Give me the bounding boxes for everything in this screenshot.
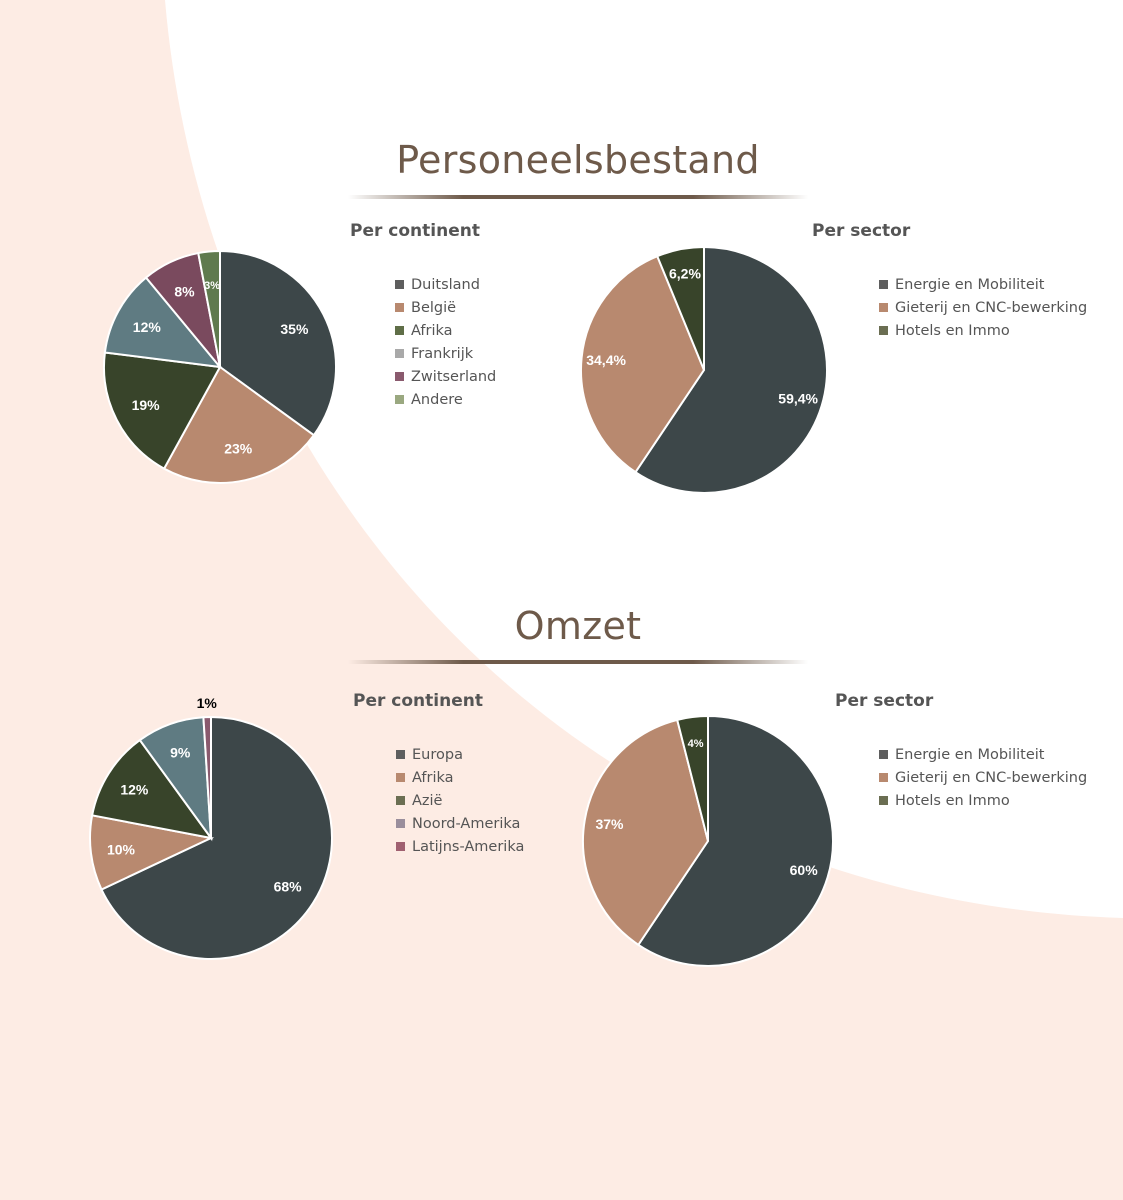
legend-label: Hotels en Immo <box>895 322 1010 339</box>
legend-label: Frankrijk <box>411 345 474 362</box>
pie-slice-frankrijk <box>103 276 223 369</box>
pie-data-label: 3% <box>204 280 220 292</box>
legend-item-europa: Europa <box>396 743 524 766</box>
legend-label: Gieterij en CNC-bewerking <box>895 769 1088 786</box>
legend-omzet-continent: Europa Afrika Azië Noord-Amerika Latijns-Ame… <box>396 743 524 858</box>
legend-label: Afrika <box>411 322 453 339</box>
chart-subtitle-personeel-continent: Per continent <box>350 221 480 241</box>
legend-swatch <box>879 750 888 759</box>
legend-swatch <box>879 796 888 805</box>
pie-data-label: 35% <box>280 321 309 337</box>
legend-item-belgie: België <box>395 296 496 319</box>
pie-slice-belgie <box>162 365 316 484</box>
pie-slice-hotels-en-immo <box>655 245 705 371</box>
legend-label: Azië <box>412 792 443 809</box>
legend-swatch <box>879 326 888 335</box>
chart-subtitle-omzet-sector: Per sector <box>835 691 934 711</box>
legend-item-frankrijk: Frankrijk <box>395 342 496 365</box>
pie-slice-gieterij-en-cnc-bewerking <box>580 254 706 474</box>
pie-data-label: 19% <box>132 397 161 413</box>
legend-label: Afrika <box>412 769 454 786</box>
pie-data-label: 10% <box>107 841 136 857</box>
pie-data-label: 59,4% <box>778 391 818 407</box>
legend-swatch <box>395 326 404 335</box>
pie-slice-energie-en-mobiliteit <box>634 245 828 494</box>
legend-label: Latijns-Amerika <box>412 838 525 855</box>
pie-data-label: 60% <box>790 862 819 878</box>
legend-label: Zwitserland <box>411 368 497 385</box>
legend-swatch <box>395 303 404 312</box>
legend-label: Noord-Amerika <box>412 815 521 832</box>
legend-swatch <box>395 395 404 404</box>
legend-item-hotels-en-immo: Hotels en Immo <box>879 789 1087 812</box>
pie-data-label: 6,2% <box>669 265 701 281</box>
chart-subtitle-personeel-sector: Per sector <box>812 221 911 241</box>
pie-data-label: 8% <box>174 283 195 299</box>
legend-omzet-sector: Energie en Mobiliteit Gieterij en CNC-bew… <box>879 743 1087 812</box>
legend-item-noord-amerika: Noord-Amerika <box>396 812 524 835</box>
legend-label: Hotels en Immo <box>895 792 1010 809</box>
section-title-personeelsbestand: Personeelsbestand <box>396 138 760 182</box>
pie-slice-afrika <box>103 351 222 471</box>
pie-slice-azie <box>90 738 214 840</box>
pie-slice-andere <box>197 249 221 368</box>
section-divider <box>348 660 808 664</box>
pie-data-label: 1% <box>197 695 218 711</box>
legend-swatch <box>395 349 404 358</box>
pie-slice-latijns-amerika <box>202 715 212 839</box>
pie-data-label: 34,4% <box>586 352 626 368</box>
legend-item-gieterij-en-cnc-bewerking: Gieterij en CNC-bewerking <box>879 766 1087 789</box>
pie-data-label: 68% <box>274 879 303 895</box>
legend-item-zwitserland: Zwitserland <box>395 365 496 388</box>
pie-data-label: 9% <box>170 745 191 761</box>
legend-item-energie-en-mobiliteit: Energie en Mobiliteit <box>879 273 1087 296</box>
legend-swatch <box>395 372 404 381</box>
pie-slice-duitsland <box>219 249 337 437</box>
legend-item-azie: Azië <box>396 789 524 812</box>
pie-data-label: 12% <box>133 319 162 335</box>
section-divider <box>348 195 808 199</box>
legend-swatch <box>396 773 405 782</box>
section-title-omzet: Omzet <box>514 604 642 648</box>
legend-label: Europa <box>412 746 463 763</box>
legend-item-energie-en-mobiliteit: Energie en Mobiliteit <box>879 743 1087 766</box>
pie-data-label: 12% <box>120 781 149 797</box>
legend-label: Energie en Mobiliteit <box>895 746 1045 763</box>
pie-slice-afrika <box>89 814 215 891</box>
legend-label: Duitsland <box>411 276 480 293</box>
legend-swatch <box>879 303 888 312</box>
legend-swatch <box>396 750 405 759</box>
legend-swatch <box>396 842 405 851</box>
legend-swatch <box>395 280 404 289</box>
legend-item-hotels-en-immo: Hotels en Immo <box>879 319 1087 342</box>
legend-swatch <box>879 773 888 782</box>
legend-item-duitsland: Duitsland <box>395 273 496 296</box>
legend-personeel-continent: Duitsland België Afrika Frankrijk Zwitserlan… <box>395 273 496 411</box>
pie-data-label: 4% <box>688 738 704 750</box>
pie-data-label: 23% <box>224 441 253 457</box>
pie-slice-energie-en-mobiliteit <box>636 714 834 967</box>
legend-label: Energie en Mobiliteit <box>895 276 1045 293</box>
legend-label: Andere <box>411 391 463 408</box>
legend-item-afrika: Afrika <box>395 319 496 342</box>
legend-item-afrika: Afrika <box>396 766 524 789</box>
legend-item-andere: Andere <box>395 388 496 411</box>
legend-swatch <box>396 796 405 805</box>
legend-label: Gieterij en CNC-bewerking <box>895 299 1088 316</box>
legend-swatch <box>879 280 888 289</box>
legend-item-gieterij-en-cnc-bewerking: Gieterij en CNC-bewerking <box>879 296 1087 319</box>
chart-subtitle-omzet-continent: Per continent <box>353 691 483 711</box>
pie-slice-europa <box>100 715 333 960</box>
legend-swatch <box>396 819 405 828</box>
pie-data-label: 37% <box>595 816 624 832</box>
pie-slice-gieterij-en-cnc-bewerking <box>582 718 710 947</box>
legend-personeel-sector: Energie en Mobiliteit Gieterij en CNC-bew… <box>879 273 1087 342</box>
legend-item-latijns-amerika: Latijns-Amerika <box>396 835 524 858</box>
pie-slice-hotels-en-immo <box>675 714 709 842</box>
legend-label: België <box>411 299 457 316</box>
